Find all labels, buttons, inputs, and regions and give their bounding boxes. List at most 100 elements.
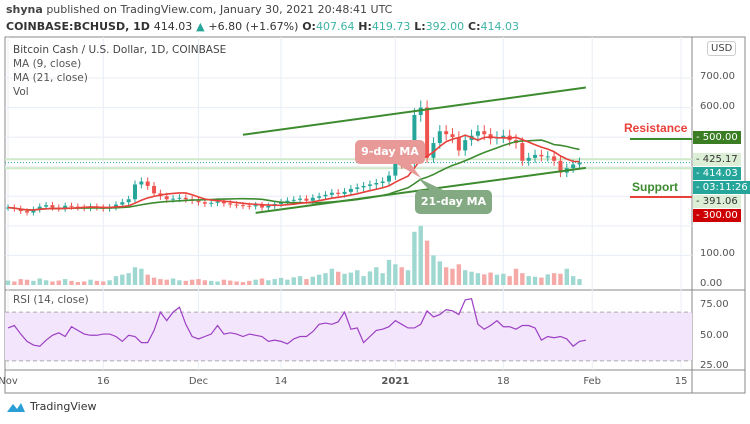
legend-ma21[interactable]: MA (21, close) — [13, 72, 88, 84]
volume-bar — [405, 270, 411, 285]
volume-bar — [450, 268, 455, 285]
volume-bar — [424, 240, 430, 285]
time-axis-label: Dec — [188, 376, 209, 387]
volume-bar — [463, 270, 468, 285]
candle-body — [577, 162, 582, 165]
candle-body — [113, 204, 118, 208]
volume-bar — [323, 273, 328, 285]
volume-bar — [62, 279, 68, 285]
candle-body — [501, 135, 506, 138]
candle-body — [126, 199, 131, 203]
volume-bar — [570, 276, 576, 285]
volume-bar — [475, 273, 481, 285]
volume-bar — [56, 280, 61, 285]
volume-bar — [113, 276, 119, 285]
candle-body — [348, 188, 353, 192]
candle-body — [177, 197, 182, 199]
price-tag: - 500.00 — [693, 130, 741, 144]
volume-bar — [564, 268, 569, 285]
volume-bar — [209, 280, 214, 285]
volume-bar — [145, 274, 150, 285]
author[interactable]: shyna — [6, 3, 43, 16]
volume-bar — [132, 267, 138, 285]
time-axis-label: 2021 — [381, 376, 410, 387]
volume-bar — [272, 279, 277, 285]
rsi-axis-label: 25.00 — [700, 360, 729, 371]
price-tag: - 414.03 — [693, 166, 741, 180]
time-axis-label: 14 — [274, 376, 288, 387]
candle-body — [266, 205, 271, 208]
candle-body — [539, 154, 544, 157]
volume-bar — [126, 273, 131, 285]
volume-bar — [551, 273, 557, 285]
legend-vol[interactable]: Vol — [13, 86, 29, 98]
candle-body — [450, 134, 455, 138]
candle-body — [279, 202, 284, 204]
volume-bar — [380, 273, 385, 285]
volume-bar — [75, 282, 81, 285]
ma9-callout-tail — [395, 163, 421, 178]
candle-body — [323, 194, 328, 197]
candle-body — [183, 197, 188, 200]
symbol-info: COINBASE:BCHUSD, 1D 414.03 ▲ +6.80 (+1.6… — [6, 20, 519, 33]
price-tag: - 425.17 — [693, 152, 741, 166]
resistance-label: Resistance — [624, 121, 688, 135]
ma9-line — [7, 134, 580, 211]
volume-bar — [513, 268, 519, 285]
legend-rsi[interactable]: RSI (14, close) — [13, 294, 89, 306]
volume-bar — [189, 279, 195, 285]
volume-bar — [507, 276, 512, 285]
volume-bar — [278, 277, 284, 285]
volume-bar — [18, 279, 23, 285]
volume-bar — [545, 274, 550, 285]
candle-body — [444, 131, 449, 135]
volume-bar — [399, 267, 404, 285]
time-axis-label: 18 — [496, 376, 510, 387]
currency-button[interactable]: USD — [707, 41, 737, 56]
volume-bar — [558, 273, 563, 285]
candle-body — [387, 175, 391, 182]
volume-bar — [577, 279, 582, 285]
publish-info: shyna published on TradingView.com, Janu… — [6, 3, 392, 16]
volume-bar — [221, 279, 227, 285]
volume-bar — [297, 276, 303, 285]
volume-bar — [367, 271, 373, 285]
open-value: 407.64 — [315, 20, 355, 33]
volume-bar — [50, 281, 55, 285]
close-label: C: — [468, 20, 481, 33]
volume-bar — [316, 274, 322, 285]
volume-bar — [494, 274, 500, 285]
candle-body — [234, 204, 239, 206]
time-axis-label: 16 — [96, 376, 110, 387]
candle-body — [418, 107, 423, 115]
candle-body — [412, 114, 417, 163]
candle-body — [342, 191, 347, 194]
volume-bar — [37, 278, 42, 285]
ma9-callout: 9-day MA — [355, 140, 425, 164]
high-label: H: — [358, 20, 372, 33]
low-value: 392.00 — [425, 20, 465, 33]
ma21-callout-tail — [418, 178, 445, 191]
volume-bar — [336, 271, 341, 285]
volume-bar — [266, 280, 271, 285]
rsi-band — [5, 312, 692, 361]
candle-body — [533, 154, 538, 158]
volume-bar — [82, 281, 87, 285]
legend-ma9[interactable]: MA (9, close) — [13, 58, 82, 70]
candle-body — [425, 107, 430, 158]
volume-bar — [31, 280, 36, 285]
volume-bar — [532, 276, 538, 285]
volume-bar — [310, 276, 315, 285]
volume-bar — [456, 264, 462, 285]
candle-body — [285, 200, 290, 203]
candle-body — [336, 192, 341, 194]
volume-bar — [24, 279, 30, 285]
support-label: Support — [632, 180, 678, 194]
candle-body — [393, 160, 398, 176]
candle-body — [31, 209, 36, 213]
price-tag: - 391.06 — [693, 194, 741, 208]
chart-frame — [4, 36, 746, 394]
support-underline — [630, 196, 692, 198]
tradingview-logo[interactable]: TradingView — [6, 400, 96, 413]
